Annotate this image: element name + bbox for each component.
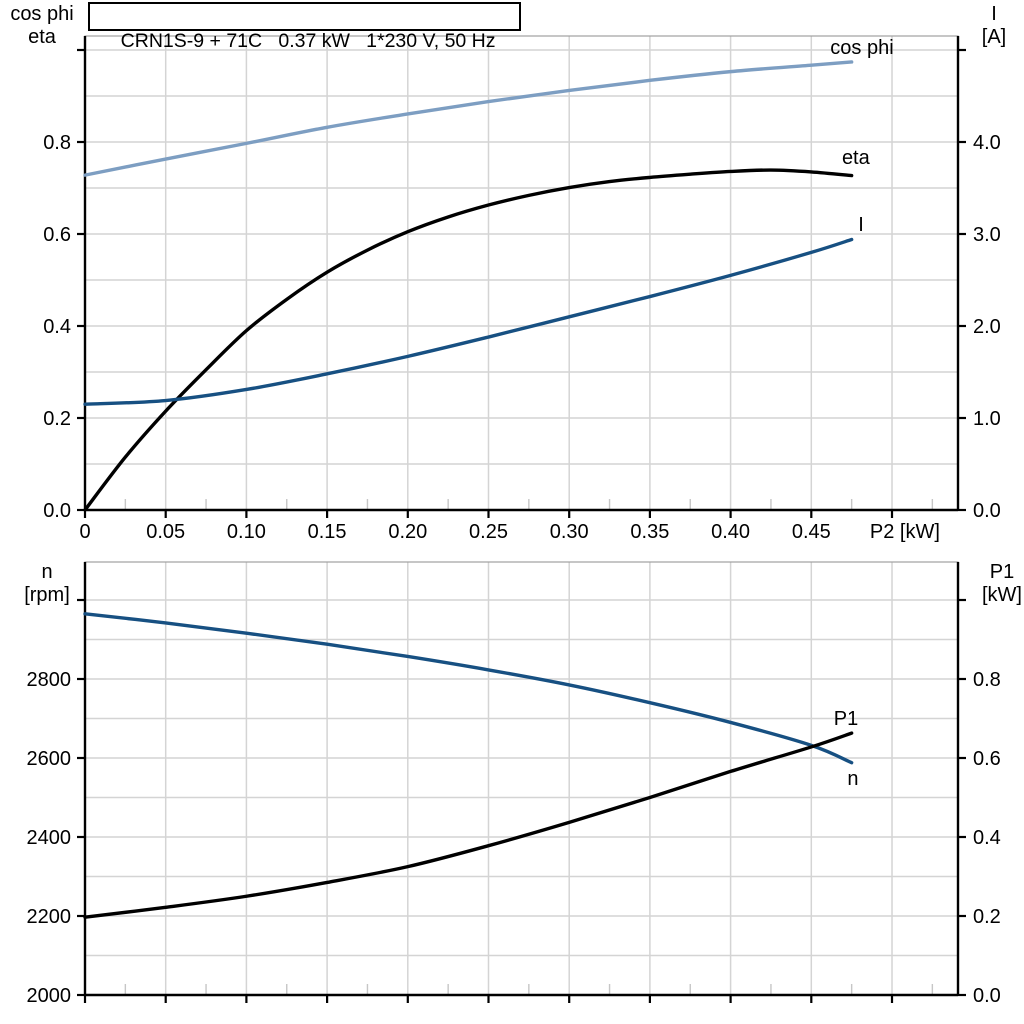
axis-label-eta: eta bbox=[28, 26, 56, 48]
top-chart: 0.0 0.2 0.4 0.6 0.8 0.0 1.0 2.0 3.0 4.0 0 0.05 0.10 0… bbox=[43, 35, 1001, 543]
axis-label-speed: n [rpm] bbox=[2, 561, 92, 607]
left-tick-label: 2600 bbox=[27, 748, 72, 770]
right-tick-label: 4.0 bbox=[973, 132, 1001, 154]
x-tick-label: 0.10 bbox=[227, 521, 266, 543]
right-tick-label: 0.8 bbox=[973, 669, 1001, 691]
plot-frame bbox=[84, 561, 959, 996]
eta-curve-label: eta bbox=[842, 147, 871, 169]
right-tick-label: 0.2 bbox=[973, 906, 1001, 928]
axis-label-i-unit: [A] bbox=[981, 26, 1007, 48]
axis-label-n-unit: [rpm] bbox=[24, 584, 70, 606]
axis-label-current: I [A] bbox=[965, 3, 1023, 49]
right-tick-label: 0.0 bbox=[973, 500, 1001, 522]
current-curve bbox=[83, 237, 854, 406]
axis-label-n: n bbox=[41, 561, 53, 583]
left-tick-label: 0.6 bbox=[43, 224, 71, 246]
right-tick-label: 3.0 bbox=[973, 224, 1001, 246]
cos-phi-curve-label: cos phi bbox=[830, 37, 893, 59]
x-tick-label: 0.30 bbox=[550, 521, 589, 543]
input-power-curve bbox=[83, 731, 854, 919]
x-tick-label: 0.40 bbox=[711, 521, 750, 543]
eta-curve bbox=[83, 168, 854, 512]
right-tick-label: 2.0 bbox=[973, 316, 1001, 338]
right-tick-label: 0.6 bbox=[973, 748, 1001, 770]
right-tick-label: 0.4 bbox=[973, 827, 1001, 849]
axis-label-i: I bbox=[991, 3, 997, 25]
x-tick-label: 0.05 bbox=[146, 521, 185, 543]
current-curve-label: I bbox=[858, 214, 864, 236]
cos-phi-curve bbox=[83, 60, 854, 177]
left-tick-label: 2400 bbox=[27, 827, 72, 849]
left-tick-label: 0.8 bbox=[43, 132, 71, 154]
axis-label-cosphi: cos phi bbox=[10, 3, 74, 25]
left-tick-label: 0.4 bbox=[43, 316, 71, 338]
chart-title-box: CRN1S-9 + 71C 0.37 kW 1*230 V, 50 Hz bbox=[88, 2, 521, 52]
bottom-chart: 2000 2200 2400 2600 2800 0.0 0.2 0.4 0.6 0.8 n P1 bbox=[27, 561, 1001, 1007]
axis-label-cosphi-eta: cos phi eta bbox=[2, 3, 82, 49]
input-power-curve-label: P1 bbox=[834, 708, 858, 730]
x-tick-label: 0.35 bbox=[630, 521, 669, 543]
plot-frame bbox=[84, 35, 959, 511]
axis-label-p1: P1 bbox=[989, 561, 1015, 583]
axis-label-p1-unit: [kW] bbox=[982, 584, 1022, 606]
right-tick-label: 0.0 bbox=[973, 985, 1001, 1007]
left-tick-label: 0.2 bbox=[43, 408, 71, 430]
left-tick-label: 2800 bbox=[27, 669, 72, 691]
right-tick-label: 1.0 bbox=[973, 408, 1001, 430]
x-axis-unit-label: P2 [kW] bbox=[870, 521, 940, 543]
speed-curve bbox=[83, 612, 854, 765]
chart-title: CRN1S-9 + 71C 0.37 kW 1*230 V, 50 Hz bbox=[120, 30, 496, 52]
speed-curve-label: n bbox=[847, 768, 858, 790]
x-tick-label: 0 bbox=[79, 521, 90, 543]
x-tick-label: 0.20 bbox=[388, 521, 427, 543]
left-tick-label: 0.0 bbox=[43, 500, 71, 522]
axis-label-input-power: P1 [kW] bbox=[972, 561, 1024, 607]
left-tick-label: 2000 bbox=[27, 985, 72, 1007]
left-tick-label: 2200 bbox=[27, 906, 72, 928]
x-tick-label: 0.15 bbox=[308, 521, 347, 543]
x-tick-label: 0.45 bbox=[792, 521, 831, 543]
x-tick-label: 0.25 bbox=[469, 521, 508, 543]
